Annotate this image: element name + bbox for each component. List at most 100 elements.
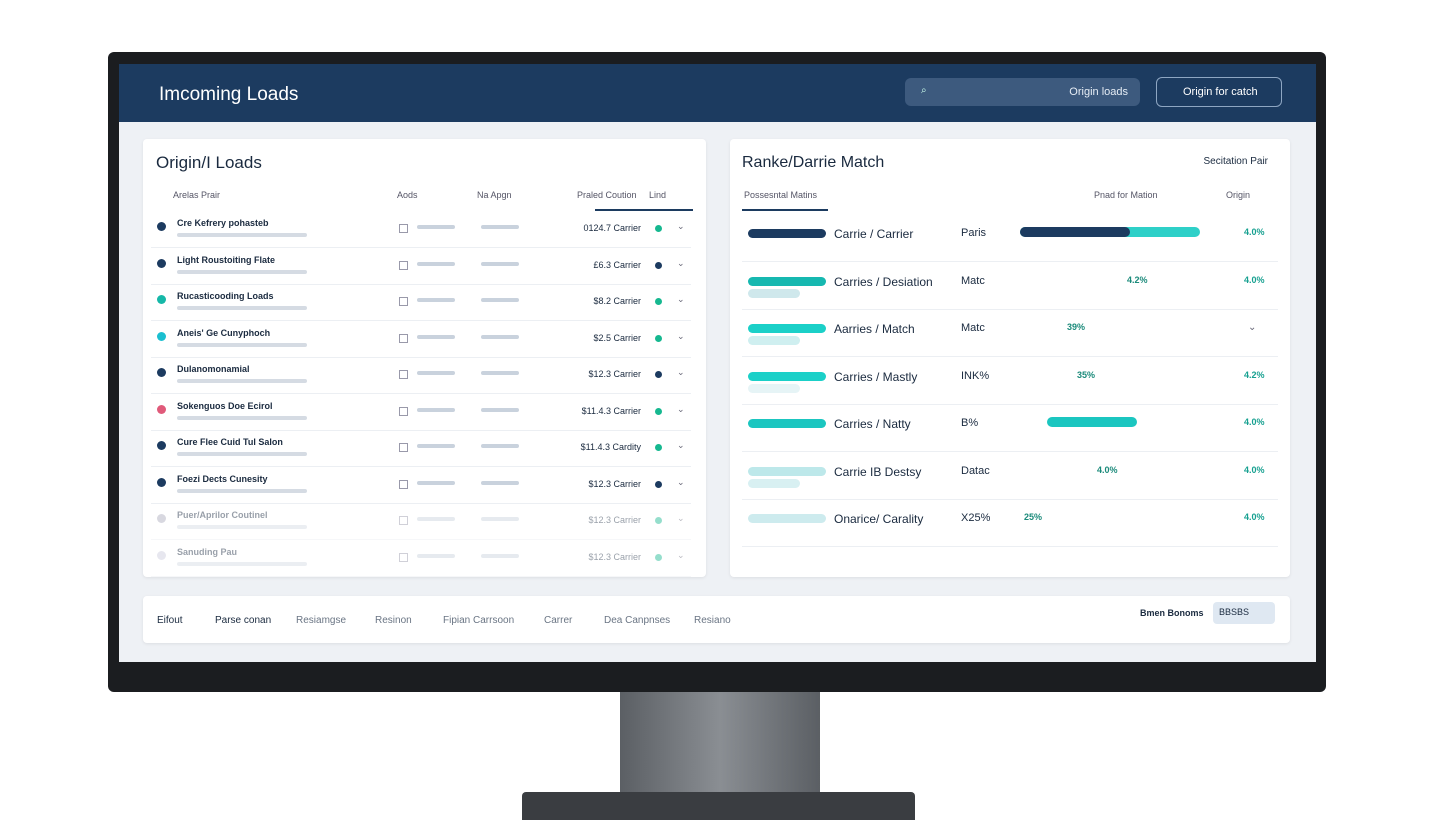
footer-tab[interactable]: Eifout [157,615,183,626]
row-chevron[interactable]: ⌄ [677,440,685,450]
load-row[interactable]: Foezi Dects Cunesity $12.3 Carrier ⌄ [151,467,691,504]
status-dot [655,480,662,488]
load-detail [177,306,307,310]
match-row[interactable]: Aarries / Match Matc 39% ⌄ [742,308,1278,357]
cell-bar [417,480,455,485]
footer-tab[interactable]: Resinon [375,615,412,626]
load-row[interactable]: Aneis' Ge Cunyphoch $2.5 Carrier ⌄ [151,321,691,358]
cell-bar [481,371,519,375]
row-chevron[interactable]: ⌄ [677,476,685,487]
row-checkbox[interactable] [399,552,408,562]
match-value: Matc [961,274,985,287]
row-checkbox[interactable] [399,370,408,379]
column-header[interactable]: Lind [649,190,667,200]
match-subbar [748,526,800,535]
load-row[interactable]: Cre Kefrery pohasteb 0124.7 Carrier ⌄ [151,211,691,248]
row-chevron[interactable]: ⌄ [677,294,685,304]
row-chevron[interactable]: ⌄ [677,221,685,231]
row-checkbox[interactable] [399,297,408,306]
load-detail [177,452,307,456]
row-icon [157,514,166,523]
row-icon [157,441,166,450]
row-chevron[interactable]: ⌄ [677,513,685,523]
match-mid-pct: 4.2% [1127,274,1148,285]
match-label: Aarries / Match [834,322,915,336]
match-pct: 4.2% [1244,369,1265,380]
match-value: Matc [961,322,985,334]
footer-tab[interactable]: Parse conan [215,615,272,626]
footer-tab[interactable]: Fipian Carrsoon [443,615,515,626]
cell-bar [481,225,519,229]
load-detail [177,561,307,566]
row-checkbox[interactable] [399,479,408,489]
origin-dropdown[interactable]: Origin for catch [1156,77,1282,107]
footer-tab[interactable]: Carrer [544,615,573,626]
header: Imcoming Loads ⌕ Origin loads Origin for… [119,64,1316,122]
load-price: $12.3 Carrier [588,515,641,525]
load-detail [177,488,307,493]
row-chevron[interactable]: ⌄ [677,367,685,377]
tab[interactable]: Possesntal Matins [744,190,818,200]
row-chevron[interactable]: ⌄ [677,549,685,560]
load-detail [177,525,307,529]
load-row[interactable]: Puer/Aprilor Coutinel $12.3 Carrier ⌄ [151,503,691,540]
row-checkbox[interactable] [399,224,408,233]
row-chevron[interactable]: ⌄ [677,330,685,341]
filter-label[interactable]: Pnad for Mation [1094,190,1158,200]
footer-button[interactable]: BBSBS [1213,602,1275,624]
column-header[interactable]: Praled Coution [577,190,637,200]
load-name: Rucasticooding Loads [177,291,274,301]
row-icon [157,295,166,304]
row-chevron[interactable]: ⌄ [677,257,685,268]
row-chevron[interactable]: ⌄ [1248,322,1257,333]
footer-tab[interactable]: Dea Canpnses [604,615,671,626]
row-checkbox[interactable] [399,260,408,270]
footer-bar: Eifout Parse conan Resiamgse Resinon Fipian … [143,596,1290,643]
load-row[interactable]: Dulanomonamial $12.3 Carrier ⌄ [151,357,691,394]
load-price: $12.3 Carrier [588,478,641,489]
row-checkbox[interactable] [399,333,408,343]
row-checkbox[interactable] [399,406,408,416]
footer-button-text: BBSBS [1219,607,1250,617]
load-name: Dulanomonamial [177,364,250,374]
row-checkbox[interactable] [399,443,408,452]
status-dot [655,444,662,451]
left-panel: Origin/I Loads Arelas Prair Aods Na Apgn Pr… [143,139,706,577]
row-icon [157,222,166,231]
load-price: £6.3 Carrier [593,259,641,270]
match-subbar [748,241,800,250]
monitor-base [522,792,915,820]
pair-dropdown[interactable]: Secitation Pair [1203,156,1268,167]
load-name: Foezi Dects Cunesity [177,473,268,484]
match-pct: 4.0% [1244,417,1265,427]
load-row[interactable]: Light Roustoiting Flate £6.3 Carrier ⌄ [151,248,691,285]
match-subbar [748,336,800,345]
load-row[interactable]: Rucasticooding Loads $8.2 Carrier ⌄ [151,284,691,321]
column-header[interactable]: Arelas Prair [173,190,221,200]
row-chevron[interactable]: ⌄ [677,403,685,414]
search-box[interactable]: ⌕ Origin loads [905,78,1140,106]
column-header[interactable]: Na Apgn [477,190,512,200]
load-row[interactable]: Sokenguos Doe Ecirol $11.4.3 Carrier ⌄ [151,394,691,431]
status-dot [655,371,662,378]
footer-tab[interactable]: Resiano [694,615,731,626]
load-row[interactable]: Sanuding Pau $12.3 Carrier ⌄ [151,540,691,577]
column-header[interactable]: Aods [397,190,418,200]
progress-fill [1020,227,1130,237]
load-detail [177,342,307,347]
match-label: Carrie IB Destsy [834,464,922,479]
match-bar [748,324,826,333]
match-bar [748,466,826,476]
row-icon [157,368,166,377]
row-checkbox[interactable] [399,516,408,525]
match-label: Onarice/ Carality [834,512,924,526]
load-row[interactable]: Cure Flee Cuid Tul Salon $11.4.3 Cardity ⌄ [151,430,691,467]
footer-tab[interactable]: Resiamgse [296,615,347,626]
